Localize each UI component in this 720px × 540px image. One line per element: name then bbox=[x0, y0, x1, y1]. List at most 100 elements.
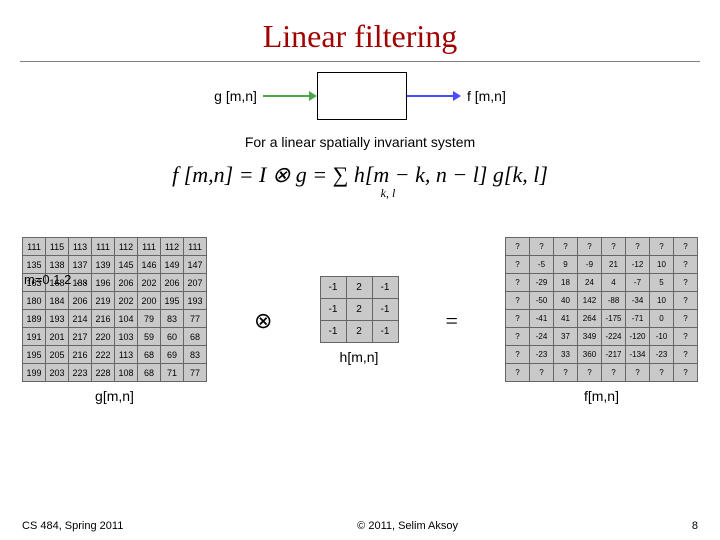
matrix-cell: 60 bbox=[161, 328, 184, 346]
matrix-cell: 220 bbox=[92, 328, 115, 346]
footer-left: CS 484, Spring 2011 bbox=[22, 520, 123, 532]
matrix-cell: 68 bbox=[138, 364, 161, 382]
matrix-cell: 112 bbox=[115, 238, 138, 256]
matrix-cell: 18 bbox=[553, 274, 577, 292]
matrix-cell: ? bbox=[673, 364, 697, 382]
matrix-cell: ? bbox=[529, 364, 553, 382]
matrix-cell: -9 bbox=[577, 256, 601, 274]
matrix-cell: 223 bbox=[69, 364, 92, 382]
output-signal-label: f [m,n] bbox=[461, 88, 512, 104]
matrix-cell: 206 bbox=[115, 274, 138, 292]
matrix-cell: ? bbox=[673, 238, 697, 256]
matrix-cell: 222 bbox=[92, 346, 115, 364]
matrix-cell: 201 bbox=[46, 328, 69, 346]
matrix-cell: 149 bbox=[161, 256, 184, 274]
matrix-cell: 59 bbox=[138, 328, 161, 346]
matrix-cell: 200 bbox=[138, 292, 161, 310]
matrix-cell: 191 bbox=[23, 328, 46, 346]
matrix-cell: 189 bbox=[23, 310, 46, 328]
matrix-cell: -50 bbox=[529, 292, 553, 310]
matrix-cell: 214 bbox=[69, 310, 92, 328]
matrix-cell: -24 bbox=[529, 328, 553, 346]
matrix-row: 1111151131111121111121111351381371391451… bbox=[0, 237, 720, 404]
matrix-cell: 349 bbox=[577, 328, 601, 346]
matrix-cell: -1 bbox=[372, 299, 398, 321]
matrix-cell: -41 bbox=[529, 310, 553, 328]
matrix-cell: 77 bbox=[184, 310, 207, 328]
matrix-cell: 83 bbox=[161, 310, 184, 328]
matrix-cell: -120 bbox=[625, 328, 649, 346]
matrix-cell: 103 bbox=[115, 328, 138, 346]
matrix-cell: ? bbox=[505, 292, 529, 310]
matrix-cell: 111 bbox=[92, 238, 115, 256]
matrix-cell: -1 bbox=[372, 277, 398, 299]
matrix-cell: 5 bbox=[649, 274, 673, 292]
matrix-cell: 2 bbox=[346, 277, 372, 299]
h-label: h[m,n] bbox=[340, 349, 379, 365]
matrix-cell: -1 bbox=[320, 321, 346, 343]
matrix-cell: 196 bbox=[92, 274, 115, 292]
equals-operator: = bbox=[440, 308, 464, 334]
matrix-cell: 264 bbox=[577, 310, 601, 328]
matrix-cell: 207 bbox=[184, 274, 207, 292]
matrix-cell: 104 bbox=[115, 310, 138, 328]
matrix-cell: ? bbox=[553, 238, 577, 256]
matrix-cell: ? bbox=[673, 310, 697, 328]
matrix-cell: 138 bbox=[46, 256, 69, 274]
matrix-cell: 37 bbox=[553, 328, 577, 346]
formula-main: f [m,n] = I ⊗ g = ∑ h[m − k, n − l] g[k,… bbox=[172, 162, 548, 187]
matrix-cell: 111 bbox=[184, 238, 207, 256]
matrix-cell: 21 bbox=[601, 256, 625, 274]
matrix-cell: 180 bbox=[23, 292, 46, 310]
g-label: g[m,n] bbox=[95, 388, 134, 404]
matrix-cell: -5 bbox=[529, 256, 553, 274]
matrix-cell: 108 bbox=[115, 364, 138, 382]
page-title: Linear filtering bbox=[0, 0, 720, 61]
input-signal-label: g [m,n] bbox=[208, 88, 263, 104]
matrix-cell: 113 bbox=[115, 346, 138, 364]
matrix-cell: ? bbox=[505, 364, 529, 382]
matrix-cell: 217 bbox=[69, 328, 92, 346]
matrix-cell: 0 bbox=[649, 310, 673, 328]
matrix-cell: 77 bbox=[184, 364, 207, 382]
matrix-cell: ? bbox=[505, 310, 529, 328]
matrix-cell: 79 bbox=[138, 310, 161, 328]
matrix-cell: ? bbox=[577, 238, 601, 256]
matrix-cell: 202 bbox=[138, 274, 161, 292]
matrix-cell: 193 bbox=[184, 292, 207, 310]
matrix-cell: 193 bbox=[46, 310, 69, 328]
matrix-cell: 360 bbox=[577, 346, 601, 364]
matrix-cell: ? bbox=[553, 364, 577, 382]
matrix-cell: -29 bbox=[529, 274, 553, 292]
matrix-cell: 199 bbox=[23, 364, 46, 382]
matrix-cell: 115 bbox=[46, 238, 69, 256]
matrix-cell: 68 bbox=[138, 346, 161, 364]
matrix-cell: 111 bbox=[138, 238, 161, 256]
matrix-cell: ? bbox=[673, 274, 697, 292]
matrix-cell: ? bbox=[577, 364, 601, 382]
matrix-cell: 216 bbox=[69, 346, 92, 364]
matrix-cell: -1 bbox=[320, 299, 346, 321]
matrix-cell: 40 bbox=[553, 292, 577, 310]
matrix-cell: ? bbox=[601, 364, 625, 382]
matrix-cell: -10 bbox=[649, 328, 673, 346]
matrix-cell: 10 bbox=[649, 292, 673, 310]
matrix-cell: 4 bbox=[601, 274, 625, 292]
matrix-cell: -217 bbox=[601, 346, 625, 364]
matrix-cell: 111 bbox=[23, 238, 46, 256]
matrix-cell: 145 bbox=[115, 256, 138, 274]
matrix-cell: 2 bbox=[346, 321, 372, 343]
matrix-cell: ? bbox=[673, 256, 697, 274]
matrix-cell: -34 bbox=[625, 292, 649, 310]
matrix-cell: 219 bbox=[92, 292, 115, 310]
m-axis-label: m=0 1 2 … bbox=[24, 272, 88, 287]
matrix-cell: ? bbox=[673, 346, 697, 364]
conv-operator: ⊗ bbox=[248, 308, 278, 334]
matrix-cell: 206 bbox=[161, 274, 184, 292]
formula-subscript: k, l bbox=[56, 186, 720, 201]
arrow-in-icon bbox=[263, 89, 317, 103]
matrix-cell: -23 bbox=[649, 346, 673, 364]
matrix-cell: 142 bbox=[577, 292, 601, 310]
matrix-cell: 139 bbox=[92, 256, 115, 274]
matrix-cell: 69 bbox=[161, 346, 184, 364]
